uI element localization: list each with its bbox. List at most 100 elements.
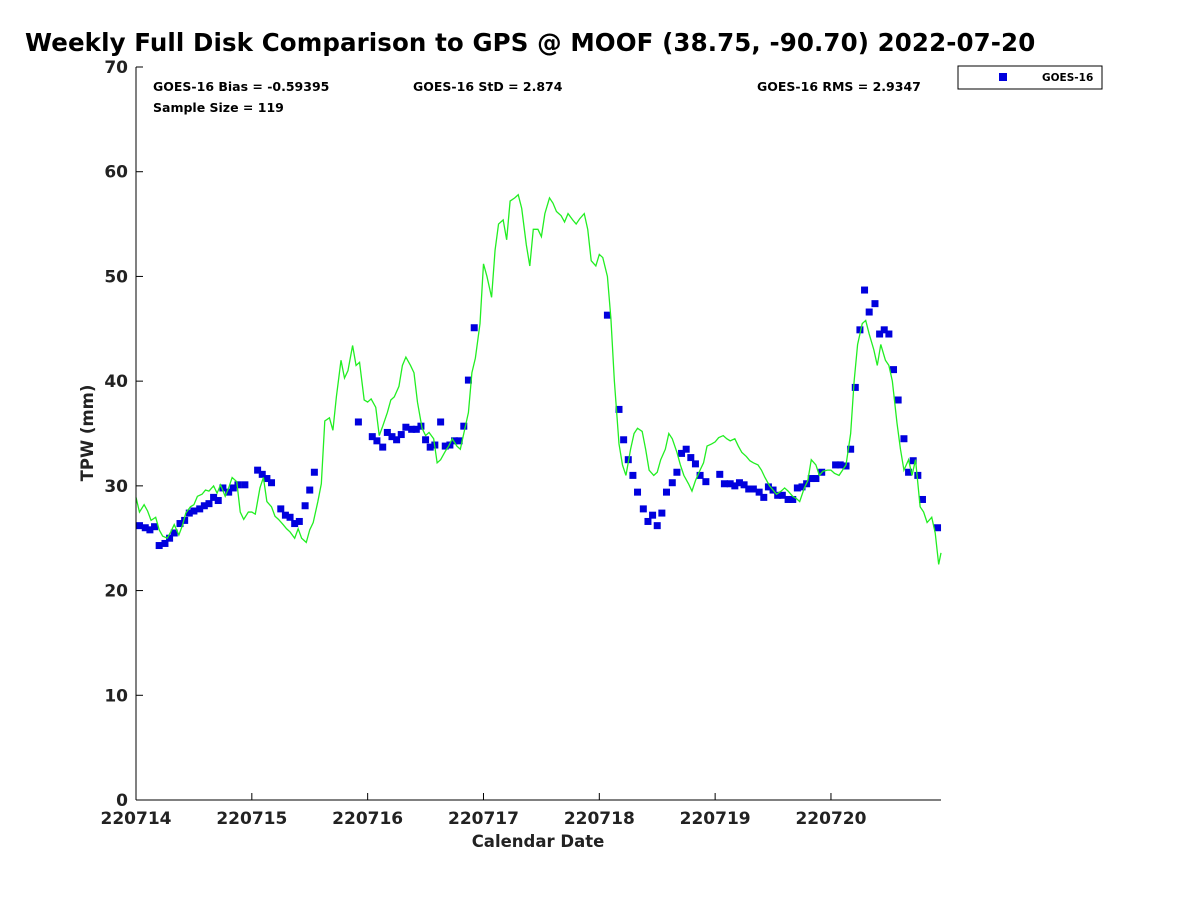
legend-box <box>957 65 1103 90</box>
goes16-point <box>301 502 309 510</box>
goes16-point <box>880 326 888 334</box>
goes16-point <box>388 433 396 441</box>
goes16-point <box>214 497 222 505</box>
goes16-point <box>832 461 840 469</box>
goes16-point <box>402 423 410 431</box>
goes16-point <box>437 418 445 426</box>
goes16-point <box>851 383 859 391</box>
goes16-point <box>151 523 159 531</box>
goes16-point <box>682 445 690 453</box>
goes16-point <box>798 483 806 491</box>
goes16-point <box>254 466 262 474</box>
goes16-point <box>653 522 661 530</box>
goes16-point <box>914 471 922 479</box>
goes16-point <box>229 484 237 492</box>
std-stat: GOES-16 StD = 2.874 <box>413 79 563 94</box>
y-tick-label: 20 <box>104 582 128 602</box>
goes16-point <box>368 433 376 441</box>
goes16-point <box>720 480 728 488</box>
goes16-point <box>894 396 902 404</box>
chart-title: Weekly Full Disk Comparison to GPS @ MOO… <box>25 28 1036 57</box>
goes16-point <box>649 511 657 519</box>
goes16-point <box>687 454 695 462</box>
goes16-point <box>885 330 893 338</box>
plot-layer <box>135 193 942 565</box>
goes16-point <box>620 436 628 444</box>
goes16-point <box>422 436 430 444</box>
goes16-point <box>639 505 647 513</box>
goes16-point <box>196 505 204 513</box>
goes16-point <box>383 428 391 436</box>
x-tick-label: 220716 <box>332 809 403 829</box>
goes16-point <box>185 509 193 517</box>
goes16-point <box>644 517 652 525</box>
goes16-point <box>241 481 249 489</box>
goes16-point <box>200 502 208 510</box>
goes16-point <box>397 431 405 439</box>
y-tick-label: 10 <box>104 686 128 706</box>
x-axis-label: Calendar Date <box>472 832 605 851</box>
goes16-point <box>755 488 763 496</box>
goes16-point <box>702 478 710 486</box>
goes16-point <box>658 509 666 517</box>
goes16-point <box>470 324 478 332</box>
goes16-point <box>234 481 242 489</box>
x-tick-label: 220717 <box>448 809 519 829</box>
goes16-point <box>295 517 303 525</box>
goes16-point <box>451 437 459 445</box>
y-tick-label: 60 <box>104 163 128 183</box>
goes16-point <box>210 493 218 501</box>
goes16-point <box>166 534 174 542</box>
goes16-point <box>408 425 416 433</box>
goes16-point <box>918 495 926 503</box>
goes16-point <box>731 482 739 490</box>
goes16-point <box>793 484 801 492</box>
goes16-point <box>373 437 381 445</box>
goes16-point <box>441 442 449 450</box>
goes16-point <box>263 475 271 483</box>
rms-stat: GOES-16 RMS = 2.9347 <box>757 79 921 94</box>
goes16-point <box>861 286 869 294</box>
goes16-point <box>900 435 908 443</box>
goes16-point <box>393 436 401 444</box>
goes16-point <box>629 471 637 479</box>
goes16-point <box>905 468 913 476</box>
goes16-point <box>784 495 792 503</box>
goes16-point <box>306 486 314 494</box>
goes16-point <box>141 524 149 532</box>
goes16-point <box>190 507 198 515</box>
goes16-point <box>460 422 468 430</box>
goes16-point <box>789 495 797 503</box>
goes16-point <box>277 505 285 513</box>
goes16-point <box>603 311 611 319</box>
x-tick-label: 220719 <box>680 809 751 829</box>
y-tick-label: 30 <box>104 477 128 497</box>
goes16-point <box>807 475 815 483</box>
x-tick-label: 220715 <box>216 809 287 829</box>
goes16-point <box>634 488 642 496</box>
goes16-point <box>181 516 189 524</box>
goes16-point <box>615 405 623 413</box>
goes16-point <box>258 470 266 478</box>
goes16-point <box>146 526 154 534</box>
goes16-point <box>774 491 782 499</box>
bias-stat: GOES-16 Bias = -0.59395 <box>153 79 329 94</box>
goes16-point <box>909 457 917 465</box>
y-axis-label: TPW (mm) <box>78 385 97 482</box>
goes16-point <box>764 483 772 491</box>
goes16-point <box>856 326 864 334</box>
x-tick-label: 220720 <box>795 809 866 829</box>
goes16-point <box>281 511 289 519</box>
legend-label: GOES-16 <box>1042 72 1093 84</box>
sample-size-stat: Sample Size = 119 <box>153 100 284 115</box>
goes16-point <box>778 491 786 499</box>
goes16-point <box>668 479 676 487</box>
goes16-point <box>836 461 844 469</box>
goes16-point <box>890 366 898 374</box>
goes16-point <box>726 480 734 488</box>
goes16-point <box>696 471 704 479</box>
goes16-point <box>219 484 227 492</box>
goes16-point <box>865 308 873 316</box>
goes16-point <box>417 422 425 430</box>
